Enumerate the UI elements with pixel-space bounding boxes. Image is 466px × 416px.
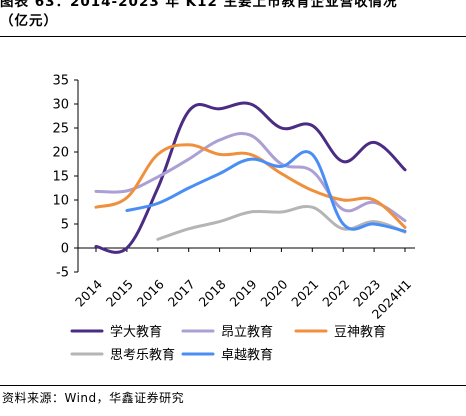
series-line-1 bbox=[94, 101, 407, 254]
y-tick-label: 35 bbox=[52, 74, 69, 89]
x-tick-label: 2016 bbox=[134, 276, 167, 309]
x-tick-label: 2022 bbox=[319, 277, 352, 310]
series-line-4 bbox=[156, 205, 407, 241]
y-tick-label: 0 bbox=[61, 242, 69, 257]
legend-label-1: 学大教育 bbox=[110, 324, 162, 340]
x-tick-label: 2018 bbox=[196, 276, 229, 309]
series-line-2 bbox=[94, 132, 407, 223]
x-tick-label: 2019 bbox=[227, 276, 260, 309]
legend-label-4: 思考乐教育 bbox=[110, 347, 175, 363]
y-tick-label: -5 bbox=[56, 266, 69, 281]
x-tick-label: 2014 bbox=[72, 276, 105, 309]
x-tick-label: 2021 bbox=[288, 277, 321, 310]
y-tick-label: 30 bbox=[52, 98, 69, 113]
y-tick-label: 10 bbox=[52, 194, 69, 209]
title-line-1: 图表 63：2014-2023 年 K12 主要上市教育企业营收情况 bbox=[0, 0, 398, 10]
y-tick-label: 25 bbox=[52, 122, 69, 137]
x-tick-label: 2015 bbox=[103, 277, 136, 310]
source-note: 资料来源：Wind，华鑫证券研究 bbox=[2, 391, 185, 405]
title-rule bbox=[0, 36, 466, 37]
x-tick-label: 2017 bbox=[165, 277, 198, 310]
legend-label-2: 昂立教育 bbox=[221, 324, 273, 340]
series-line-3 bbox=[94, 143, 407, 229]
series-line-5 bbox=[125, 150, 407, 233]
title-line-2: （亿元） bbox=[0, 13, 58, 29]
legend-label-3: 豆神教育 bbox=[334, 324, 386, 340]
x-tick-label: 2020 bbox=[257, 276, 290, 309]
chart-title: 图表 63：2014-2023 年 K12 主要上市教育企业营收情况 （亿元） bbox=[0, 0, 466, 31]
y-tick-label: 15 bbox=[52, 170, 69, 185]
legend-label-5: 卓越教育 bbox=[221, 347, 273, 363]
y-tick-label: 5 bbox=[61, 218, 69, 233]
line-chart: -5 0 5 10 15 20 25 30 35 201420152016201720182019… bbox=[52, 74, 415, 363]
y-tick-label: 20 bbox=[52, 146, 69, 161]
source-rule bbox=[0, 385, 466, 386]
